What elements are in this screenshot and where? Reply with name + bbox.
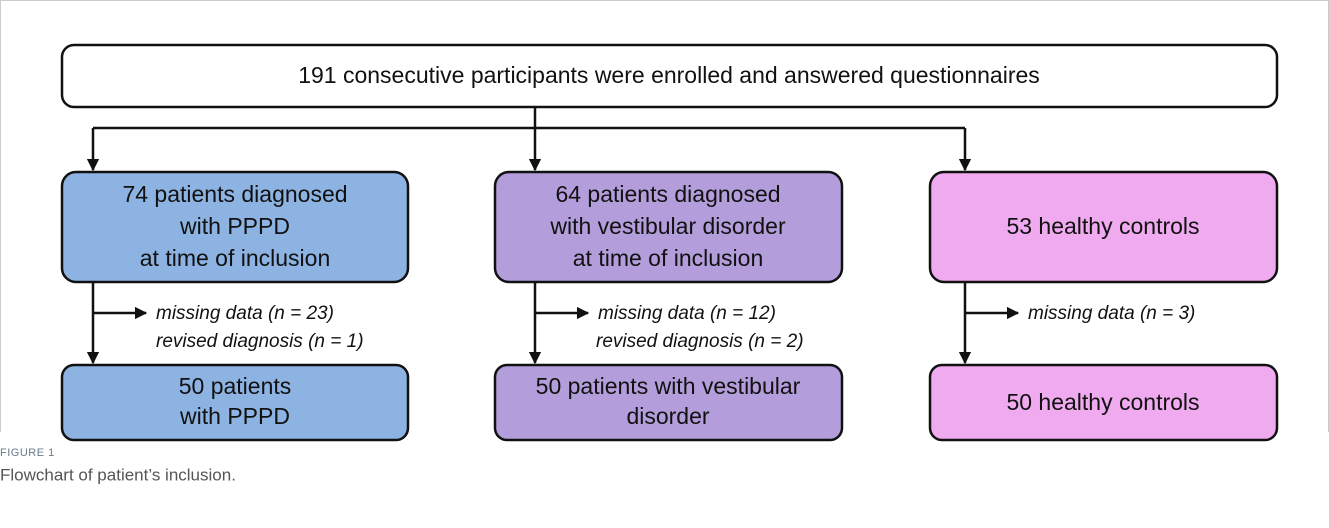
figure-label: FIGURE 1 — [0, 447, 55, 459]
node-text: 53 healthy controls — [1006, 213, 1199, 239]
node-text: disorder — [626, 403, 709, 429]
exclusion-note: missing data (n = 12) — [598, 303, 776, 324]
node: 50 patients with vestibular disorder — [493, 363, 844, 442]
figure-caption: Flowchart of patient’s inclusion. — [0, 465, 236, 484]
node-text: 50 patients — [179, 373, 292, 399]
node: 191 consecutive participants were enroll… — [60, 43, 1279, 109]
exclusion-note: revised diagnosis (n = 1) — [156, 331, 364, 352]
node-text: 50 healthy controls — [1006, 389, 1199, 415]
node-text: with vestibular disorder — [549, 213, 786, 239]
node-text: with PPPD — [179, 403, 290, 429]
connectors — [86, 107, 1020, 365]
node-text: 74 patients diagnosed — [122, 181, 347, 207]
node: 53 healthy controls — [928, 170, 1279, 284]
node-text: 191 consecutive participants were enroll… — [298, 62, 1040, 88]
node-text: at time of inclusion — [573, 245, 763, 271]
node-text: at time of inclusion — [140, 245, 330, 271]
node: 74 patients diagnosed with PPPD at time … — [60, 170, 410, 284]
node-text: 64 patients diagnosed — [555, 181, 780, 207]
exclusion-note: revised diagnosis (n = 2) — [596, 331, 804, 352]
node: 64 patients diagnosed with vestibular di… — [493, 170, 844, 284]
exclusion-note: missing data (n = 3) — [1028, 303, 1195, 324]
node-text: 50 patients with vestibular — [536, 373, 801, 399]
node: 50 patients with PPPD — [60, 363, 410, 442]
node: 50 healthy controls — [928, 363, 1279, 442]
exclusion-note: missing data (n = 23) — [156, 303, 334, 324]
node-text: with PPPD — [179, 213, 290, 239]
